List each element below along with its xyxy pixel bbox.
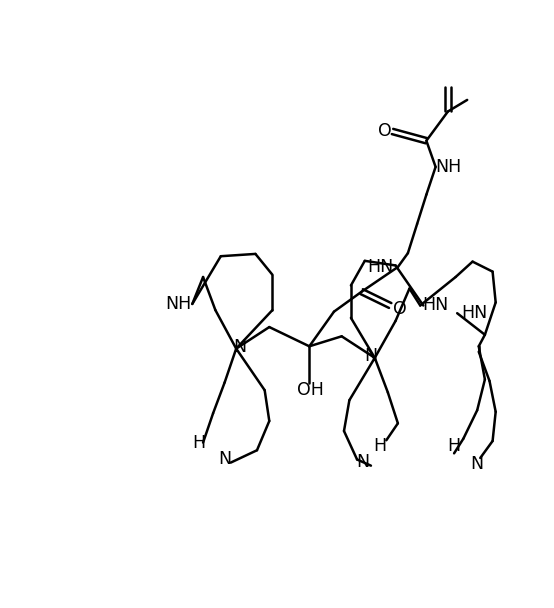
Text: OH: OH: [297, 381, 324, 399]
Text: NH: NH: [435, 158, 462, 176]
Text: N: N: [233, 338, 247, 356]
Text: NH: NH: [165, 295, 192, 313]
Text: N: N: [218, 451, 231, 469]
Text: N: N: [357, 453, 370, 471]
Text: HN: HN: [367, 258, 393, 276]
Text: O: O: [393, 300, 406, 317]
Text: H: H: [373, 437, 387, 455]
Text: H: H: [193, 434, 206, 452]
Text: HN: HN: [423, 297, 449, 314]
Text: N: N: [471, 455, 484, 473]
Text: H: H: [448, 437, 461, 455]
Text: HN: HN: [461, 304, 487, 322]
Text: N: N: [365, 347, 377, 365]
Text: O: O: [378, 122, 392, 140]
